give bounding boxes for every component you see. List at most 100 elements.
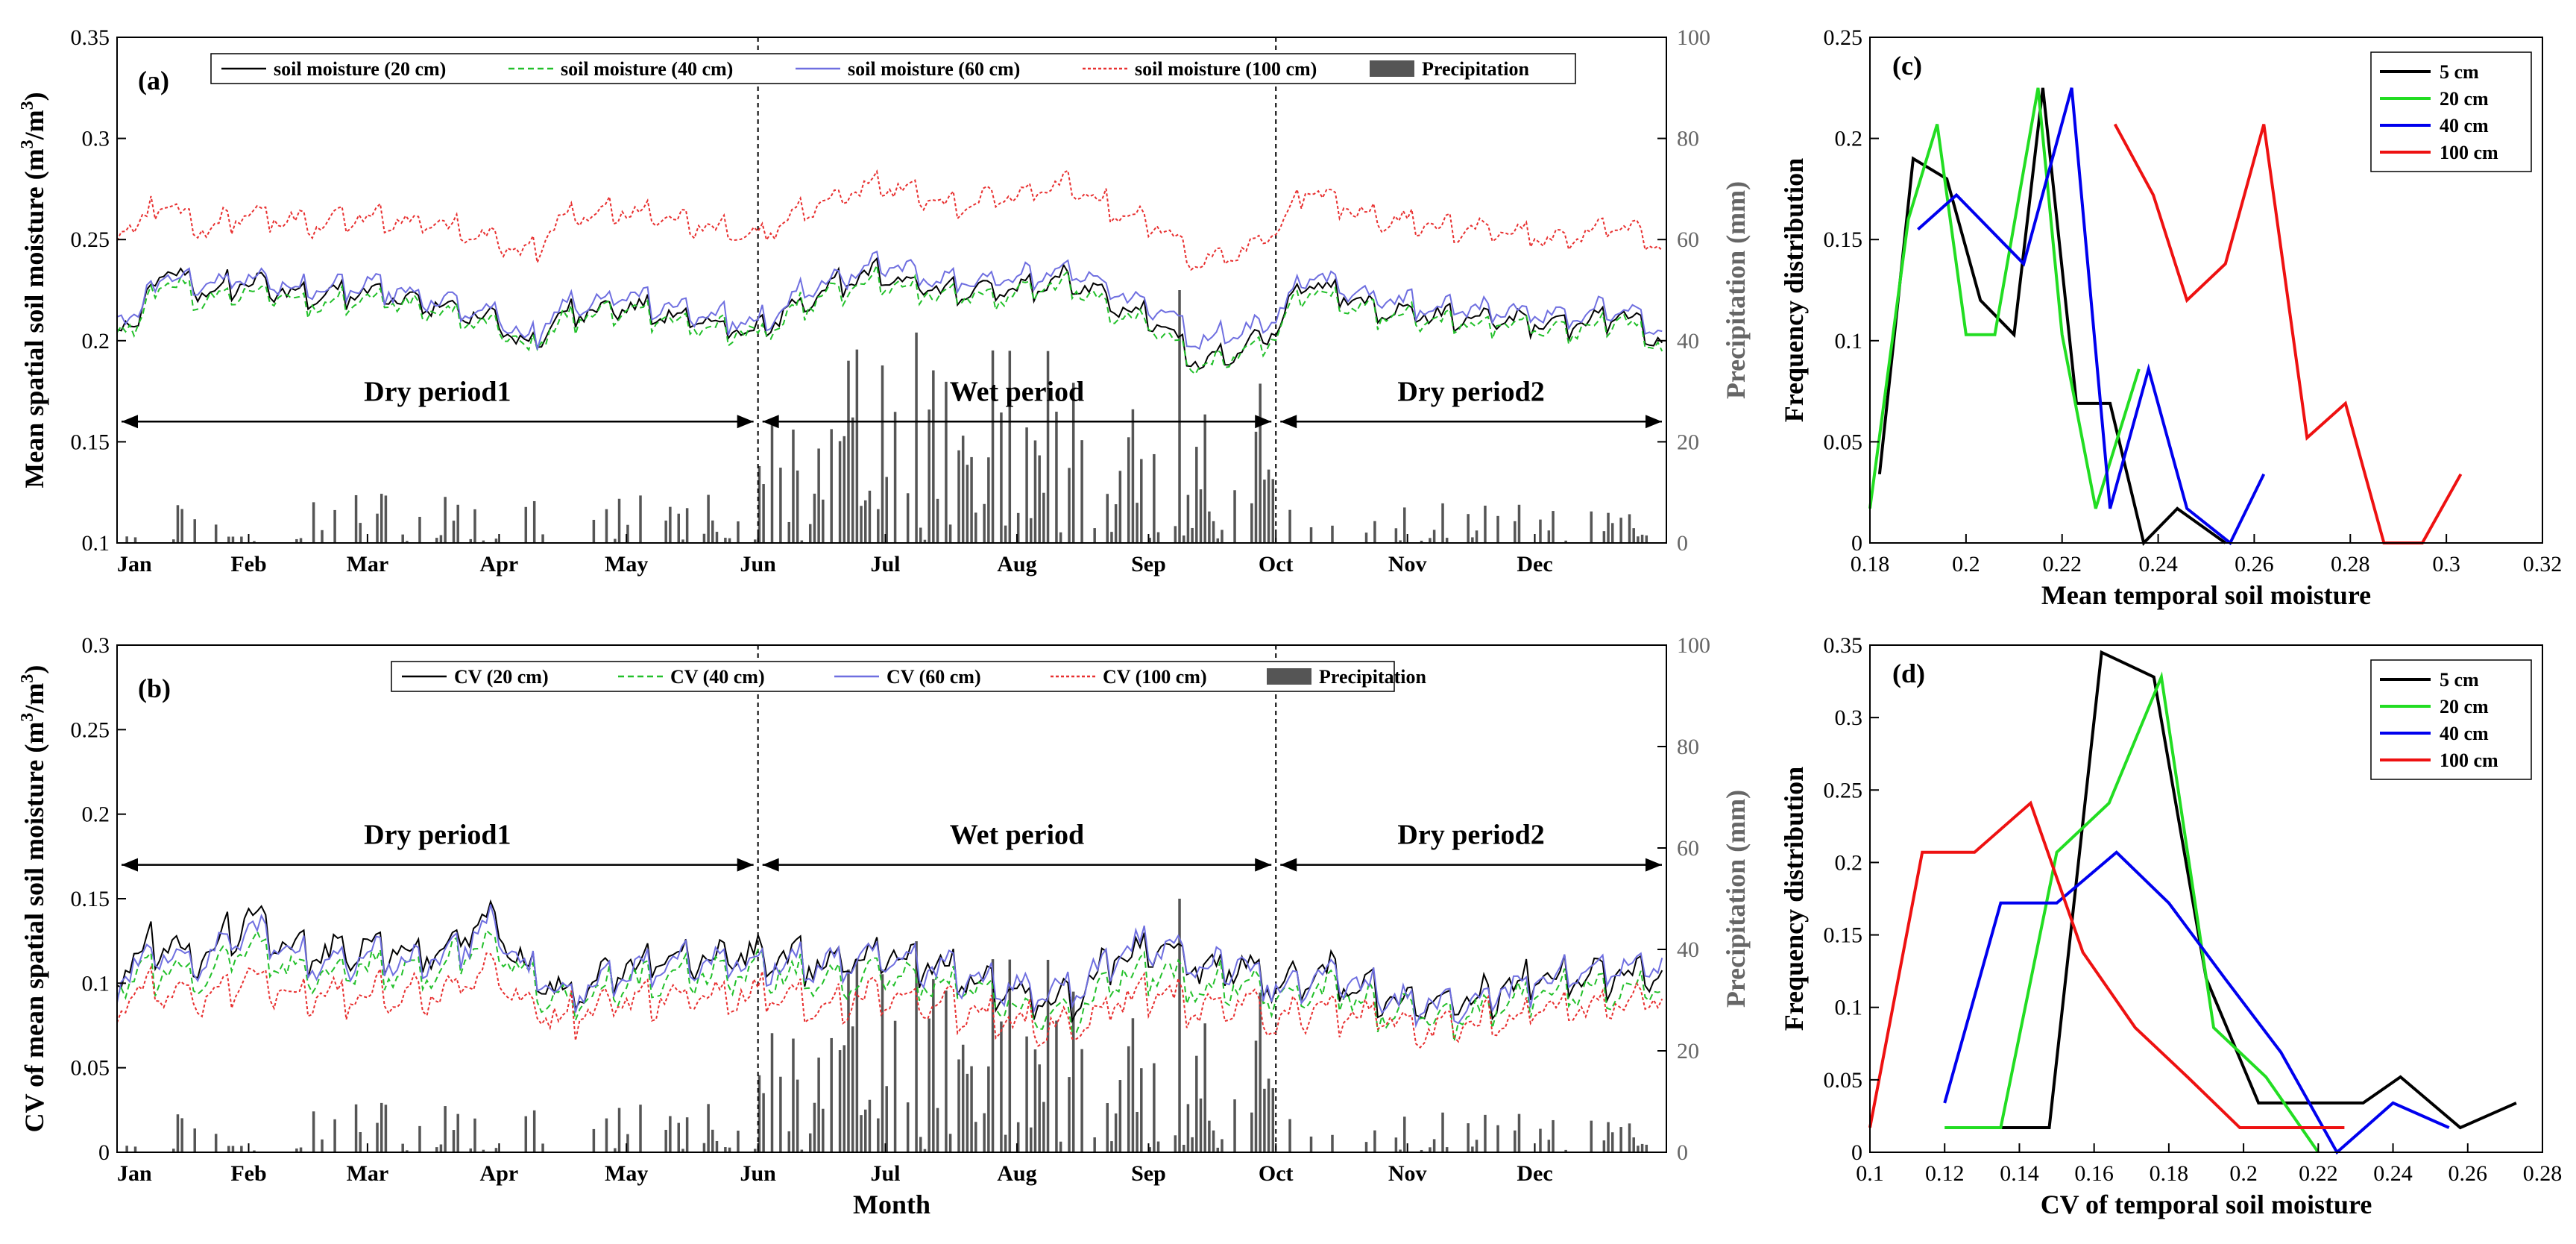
precipitation-bar — [494, 1148, 498, 1152]
precipitation-bar — [843, 1045, 846, 1152]
series-line-100-cm — [2113, 123, 2463, 544]
precipitation-bars — [125, 899, 1648, 1152]
y-axis-label: Frequency distribution — [1779, 158, 1809, 422]
precipitation-bar — [945, 381, 948, 543]
precipitation-bar — [354, 1104, 358, 1152]
precipitation-bar — [444, 497, 447, 543]
precipitation-bar — [125, 536, 128, 543]
precipitation-bar — [473, 509, 476, 543]
precipitation-bar — [919, 527, 922, 543]
x-tick-label: 0.24 — [2373, 1161, 2413, 1186]
series-line-cv-100-cm- — [116, 952, 1663, 1049]
precipitation-bar — [1216, 1147, 1220, 1152]
series-line-cv-40-cm- — [116, 929, 1663, 1042]
precipitation-bar — [881, 974, 884, 1152]
precipitation-bar — [915, 941, 918, 1152]
precipitation-bar — [380, 1102, 383, 1152]
precipitation-bar — [617, 1108, 621, 1152]
plot-frame — [116, 37, 1667, 544]
y2-tick-label: 40 — [1677, 329, 1699, 354]
series-line-40-cm — [1917, 87, 2266, 546]
precipitation-bar — [1071, 991, 1075, 1152]
precipitation-bar — [639, 1105, 642, 1152]
precipitation-bar — [1267, 469, 1270, 543]
precipitation-bar — [860, 1115, 863, 1152]
precipitation-bar — [847, 969, 850, 1152]
y-axis-label-part: 3 — [18, 101, 37, 110]
period-arrow-head-right — [1255, 415, 1272, 429]
legend-label: Precipitation — [1422, 58, 1529, 80]
precipitation-bar — [1030, 518, 1033, 543]
precipitation-bar — [702, 1143, 706, 1152]
precipitation-bar — [838, 1050, 842, 1152]
precipitation-bar — [974, 512, 977, 543]
precipitation-bar — [1637, 1146, 1640, 1152]
period-arrow-head-left — [122, 858, 138, 872]
y-axis-label-part: Mean spatial soil moisture (m — [19, 148, 49, 488]
precipitation-bar — [1114, 504, 1118, 543]
precipitation-bar — [923, 1149, 927, 1152]
x-axis-label: Month — [853, 1190, 930, 1219]
precipitation-bar — [987, 457, 990, 543]
precipitation-bar — [1552, 511, 1555, 543]
precipitation-bar — [1148, 538, 1151, 543]
precipitation-bar — [1110, 1141, 1113, 1152]
series-line-cv-20-cm- — [116, 899, 1663, 1024]
x-tick-label: 0.14 — [2000, 1161, 2039, 1186]
precipitation-bar — [1208, 1120, 1211, 1152]
precipitation-bar — [1059, 1141, 1062, 1152]
precipitation-bar — [469, 1148, 473, 1152]
precipitation-bar — [830, 429, 833, 543]
precipitation-bar — [1182, 535, 1185, 543]
precipitation-bar — [1640, 1143, 1644, 1152]
precipitation-bar — [532, 500, 536, 543]
precipitation-bar — [1373, 1130, 1376, 1152]
legend-label: 40 cm — [2440, 723, 2489, 744]
precipitation-bar — [707, 1104, 710, 1152]
x-tick-label: 0.26 — [2235, 552, 2274, 577]
precipitation-bar — [1445, 1147, 1449, 1152]
precipitation-bar — [312, 502, 315, 543]
precipitation-bar — [1127, 1046, 1130, 1152]
series-line-40-cm — [1943, 850, 2450, 1155]
precipitation-bar — [737, 521, 740, 543]
y-tick-label: 0.05 — [71, 1056, 110, 1081]
precipitation-bar — [685, 508, 689, 543]
precipitation-bar — [1564, 540, 1567, 543]
y2-tick-label: 80 — [1677, 127, 1699, 151]
precipitation-bar — [1471, 1146, 1474, 1152]
precipitation-bar — [1271, 479, 1275, 543]
precipitation-bar — [957, 1059, 960, 1152]
precipitation-bar — [728, 1147, 731, 1152]
precipitation-bar — [469, 538, 473, 543]
precipitation-bar — [321, 530, 324, 543]
x-axis-label: Mean temporal soil moisture — [2041, 580, 2371, 610]
precipitation-bar — [172, 539, 175, 543]
precipitation-bar — [863, 1109, 867, 1152]
precipitation-bar — [1208, 511, 1211, 543]
y-tick-label: 0.25 — [1824, 25, 1863, 50]
precipitation-bar — [715, 1140, 719, 1152]
precipitation-bar — [1059, 532, 1062, 543]
precipitation-bar — [435, 1147, 438, 1152]
precipitation-bar — [1420, 1149, 1423, 1152]
precipitation-bar — [532, 1110, 536, 1152]
precipitation-bar — [456, 504, 459, 543]
precipitation-bar — [125, 1146, 128, 1152]
y-tick-label: 0.1 — [82, 531, 110, 556]
precipitation-bar — [928, 1018, 930, 1152]
x-tick-label: 0.2 — [2229, 1161, 2258, 1186]
precipitation-bar — [787, 1131, 791, 1152]
precipitation-bar — [877, 1118, 880, 1152]
y-tick-label: 0.2 — [82, 329, 110, 354]
precipitation-bar — [1046, 351, 1050, 543]
panel-label: (d) — [1892, 659, 1925, 688]
period-arrow-head-right — [1646, 858, 1662, 872]
precipitation-bar — [439, 1144, 443, 1152]
precipitation-bar — [1131, 1018, 1135, 1152]
legend-label: 5 cm — [2440, 61, 2479, 83]
x-tick-label: Feb — [230, 552, 266, 577]
precipitation-bar — [1046, 959, 1050, 1152]
precipitation-bar — [1475, 530, 1478, 543]
x-axis-label: CV of temporal soil moisture — [2041, 1190, 2372, 1219]
